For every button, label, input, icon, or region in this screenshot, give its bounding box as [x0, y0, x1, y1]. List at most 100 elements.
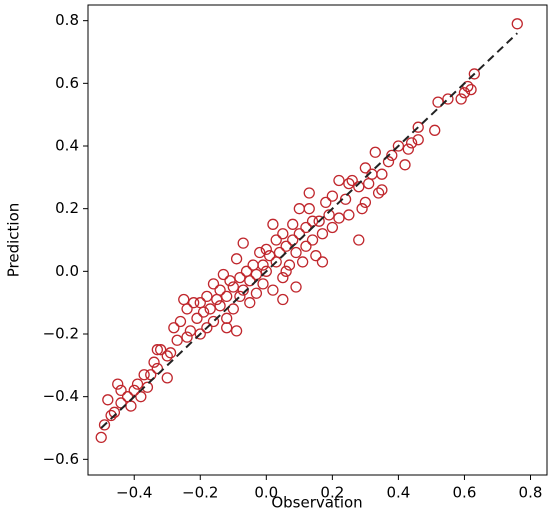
point [230, 325, 243, 337]
point [194, 328, 206, 340]
point [171, 334, 183, 346]
point [296, 256, 309, 268]
y-tick-label: −0.6 [43, 450, 79, 468]
point [237, 284, 249, 296]
point [247, 259, 259, 271]
point [221, 312, 233, 324]
point [161, 372, 173, 384]
point [108, 406, 121, 418]
x-axis-label: Observation [271, 494, 362, 512]
point [154, 344, 167, 356]
point [283, 259, 296, 271]
point [405, 137, 418, 149]
point [214, 284, 226, 296]
point [234, 290, 246, 303]
point [458, 87, 471, 99]
point [442, 93, 454, 105]
x-tick-label: −0.2 [182, 484, 218, 502]
x-tick-label: 0.6 [453, 484, 477, 502]
point [115, 384, 127, 397]
point [333, 174, 345, 187]
y-tick-label: 0.6 [55, 74, 79, 92]
x-tick-label: 0.4 [386, 484, 410, 502]
point [204, 303, 216, 315]
point [511, 18, 523, 30]
point [455, 93, 467, 105]
point [356, 203, 368, 215]
point [290, 246, 302, 259]
point [237, 237, 249, 249]
point [194, 297, 206, 309]
point [270, 256, 282, 268]
point [95, 431, 107, 444]
point [201, 322, 213, 334]
point [191, 312, 203, 324]
point [369, 146, 381, 158]
point [326, 221, 339, 234]
point [250, 268, 263, 281]
point [402, 143, 414, 155]
y-tick-label: 0.0 [55, 262, 79, 280]
point [151, 344, 163, 356]
point [178, 293, 190, 306]
y-tick-label: 0.4 [55, 137, 79, 155]
point [131, 378, 144, 390]
point [270, 234, 282, 246]
point [353, 181, 365, 193]
point [250, 287, 263, 299]
point [244, 297, 256, 309]
point [260, 243, 272, 256]
point [303, 203, 315, 215]
point [343, 177, 355, 190]
point [333, 212, 345, 224]
point [363, 177, 375, 190]
point [293, 203, 305, 215]
point [306, 215, 319, 227]
point [221, 290, 233, 303]
point [316, 228, 329, 240]
x-tick-label: −0.4 [116, 484, 152, 502]
point [343, 209, 355, 221]
point [254, 246, 266, 259]
point [138, 369, 150, 381]
point [214, 300, 226, 312]
y-tick-label: 0.2 [55, 199, 79, 217]
point [303, 187, 315, 199]
point [462, 80, 474, 93]
point [161, 350, 173, 362]
point [112, 378, 124, 390]
point [240, 265, 253, 277]
point [399, 159, 411, 171]
x-tick-label: 0.2 [320, 484, 344, 502]
point [465, 83, 477, 96]
plot-frame [87, 4, 548, 476]
point [432, 96, 444, 108]
y-axis-label: Prediction [5, 203, 23, 278]
point [326, 190, 339, 202]
point [98, 419, 111, 431]
point [277, 293, 289, 306]
point [260, 265, 272, 277]
point [121, 391, 134, 403]
point [201, 290, 213, 303]
point [412, 121, 424, 133]
point [359, 196, 372, 209]
point [141, 381, 154, 393]
point [174, 315, 187, 328]
point [412, 134, 424, 146]
x-tick-label: 0.8 [519, 484, 543, 502]
point [267, 284, 279, 296]
point [339, 193, 352, 205]
point [181, 331, 193, 343]
point [227, 303, 239, 315]
reference-line [100, 32, 518, 429]
point [267, 218, 279, 230]
point [320, 196, 332, 209]
point [227, 281, 239, 293]
point [290, 281, 302, 293]
point [346, 174, 358, 187]
point [105, 409, 117, 422]
point [280, 240, 292, 252]
point [277, 271, 289, 284]
point [148, 356, 160, 368]
